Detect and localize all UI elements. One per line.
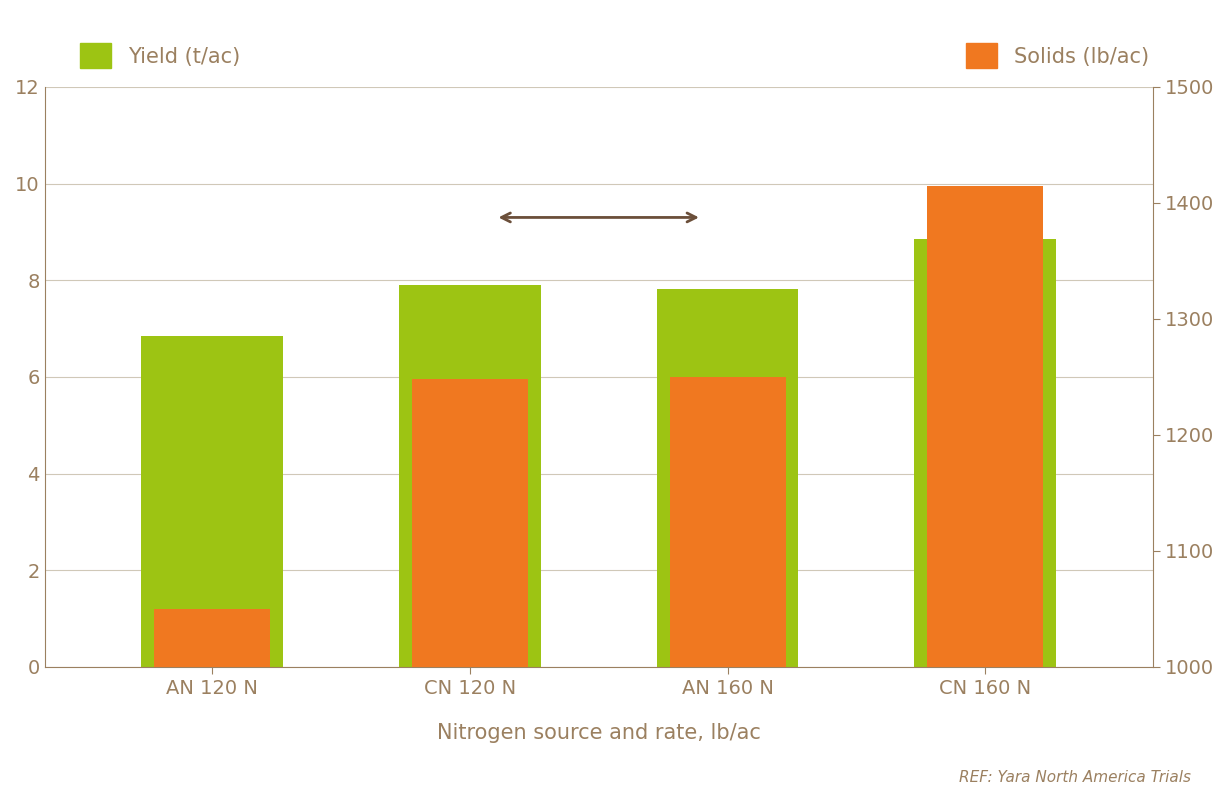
Bar (914, 239, 1056, 667)
X-axis label: Nitrogen source and rate, lb/ac: Nitrogen source and rate, lb/ac (436, 723, 761, 742)
Bar (928, 185, 1043, 667)
Bar (412, 380, 527, 667)
Text: REF: Yara North America Trials: REF: Yara North America Trials (959, 770, 1191, 785)
Bar (670, 377, 785, 667)
Legend: Solids (lb/ac): Solids (lb/ac) (957, 35, 1158, 77)
Bar (154, 609, 270, 667)
Bar (399, 285, 541, 667)
Bar (656, 289, 799, 667)
Legend: Yield (t/ac): Yield (t/ac) (71, 35, 248, 77)
Bar (141, 336, 283, 667)
